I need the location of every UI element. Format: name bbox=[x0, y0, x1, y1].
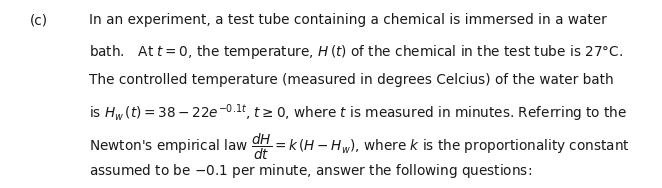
Text: is $H_w\,(t)=38-22e^{-0.1t}$, $t\geq0$, where $t$ is measured in minutes. Referr: is $H_w\,(t)=38-22e^{-0.1t}$, $t\geq0$, … bbox=[89, 102, 628, 124]
Text: The controlled temperature (measured in degrees Celcius) of the water bath: The controlled temperature (measured in … bbox=[89, 73, 614, 86]
Text: bath. At $t=0$, the temperature, $H\,(t)$ of the chemical in the test tube is 27: bath. At $t=0$, the temperature, $H\,(t)… bbox=[89, 43, 624, 61]
Text: (c): (c) bbox=[30, 13, 48, 27]
Text: assumed to be $-0.1$ per minute, answer the following questions:: assumed to be $-0.1$ per minute, answer … bbox=[89, 162, 532, 180]
Text: Newton's empirical law $\dfrac{dH}{dt}=k\,(H-H_w)$, where $k$ is the proportiona: Newton's empirical law $\dfrac{dH}{dt}=k… bbox=[89, 132, 630, 162]
Text: In an experiment, a test tube containing a chemical is immersed in a water: In an experiment, a test tube containing… bbox=[89, 13, 607, 27]
